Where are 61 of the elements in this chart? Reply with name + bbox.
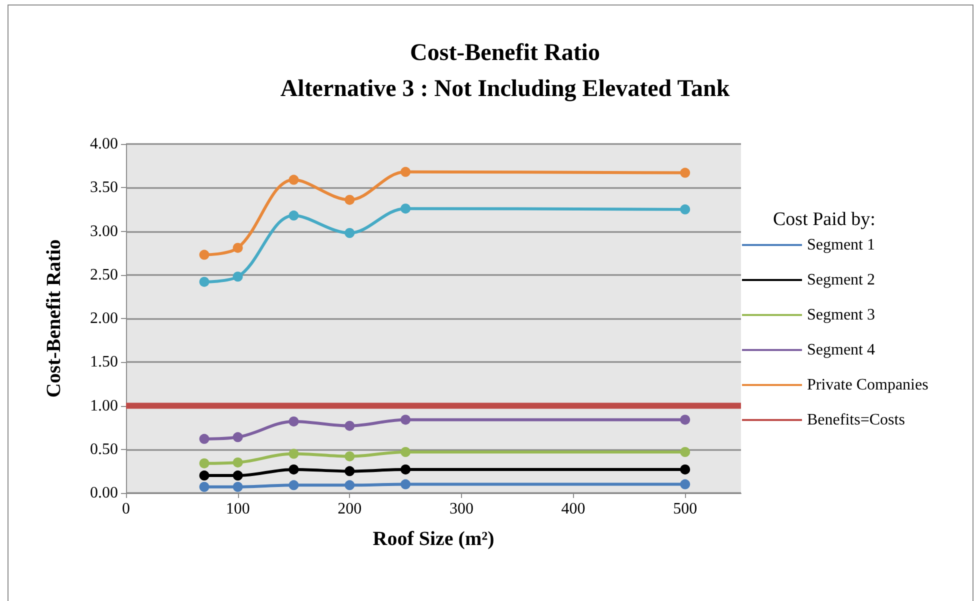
point bbox=[400, 446, 411, 457]
point bbox=[680, 168, 690, 178]
point bbox=[199, 458, 210, 468]
point bbox=[344, 194, 355, 205]
point bbox=[232, 242, 243, 253]
point bbox=[288, 416, 299, 426]
x-tick-label: 400 bbox=[561, 500, 586, 518]
point bbox=[680, 414, 690, 425]
legend-title: Cost Paid by: bbox=[773, 209, 876, 230]
legend-label: Segment 2 bbox=[807, 272, 875, 288]
legend-label: Segment 3 bbox=[807, 306, 875, 324]
point bbox=[232, 272, 243, 282]
y-tick-label: 0.50 bbox=[90, 440, 118, 458]
y-tick-label: 1.00 bbox=[90, 397, 118, 414]
chart-title: Cost-Benefit Ratio Alternative 3 : Not Including Elevated Tank bbox=[280, 40, 730, 102]
point bbox=[199, 482, 210, 492]
point bbox=[680, 204, 690, 214]
point bbox=[288, 174, 299, 185]
y-tick-label: 2.50 bbox=[90, 266, 118, 284]
x-tick-label: 0 bbox=[122, 500, 130, 518]
legend-label: Segment 4 bbox=[807, 342, 875, 358]
y-axis-title: Cost-Benefit Ratio bbox=[43, 239, 65, 398]
point bbox=[288, 480, 299, 490]
point bbox=[199, 276, 210, 287]
point bbox=[288, 210, 299, 221]
point bbox=[400, 464, 411, 474]
point bbox=[199, 250, 210, 260]
point bbox=[288, 464, 299, 474]
point bbox=[199, 434, 210, 444]
legend-label: Private Companies bbox=[807, 376, 928, 394]
point bbox=[232, 482, 243, 492]
point bbox=[288, 448, 299, 459]
point bbox=[680, 479, 690, 490]
x-axis-title: Roof Size (m²) bbox=[372, 528, 494, 550]
point bbox=[680, 446, 690, 457]
point bbox=[400, 479, 411, 490]
y-tick-label: 4.00 bbox=[90, 136, 118, 152]
y-tick-label: 2.00 bbox=[90, 310, 118, 327]
point bbox=[400, 204, 411, 214]
point bbox=[344, 420, 355, 431]
point bbox=[344, 480, 355, 490]
x-tick-label: 300 bbox=[449, 500, 474, 518]
point bbox=[344, 228, 355, 238]
y-tick-label: 1.50 bbox=[90, 354, 118, 371]
point bbox=[232, 432, 243, 442]
legend-label: Segment 1 bbox=[807, 236, 875, 254]
point bbox=[199, 470, 210, 481]
legend-label: Benefits=Costs bbox=[807, 412, 905, 428]
y-tick-label: 0.00 bbox=[90, 484, 118, 502]
point bbox=[344, 451, 355, 462]
point bbox=[680, 464, 690, 474]
point bbox=[400, 166, 411, 177]
x-tick-label: 500 bbox=[673, 500, 698, 518]
point bbox=[344, 466, 355, 476]
point bbox=[232, 457, 243, 468]
point bbox=[400, 414, 411, 425]
y-tick-label: 3.50 bbox=[90, 179, 118, 196]
x-tick-label: 100 bbox=[226, 500, 250, 518]
x-tick-label: 200 bbox=[338, 500, 362, 518]
point bbox=[232, 470, 243, 481]
y-tick-label: 3.00 bbox=[90, 222, 118, 240]
